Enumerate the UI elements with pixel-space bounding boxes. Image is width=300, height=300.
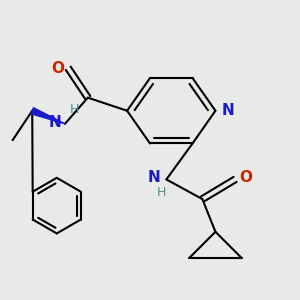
Text: O: O (239, 170, 252, 185)
Text: N: N (221, 103, 234, 118)
Text: H: H (70, 103, 79, 116)
Text: H: H (157, 186, 166, 199)
Text: O: O (51, 61, 64, 76)
Text: N: N (49, 115, 62, 130)
Text: N: N (148, 170, 160, 185)
Polygon shape (31, 108, 65, 124)
